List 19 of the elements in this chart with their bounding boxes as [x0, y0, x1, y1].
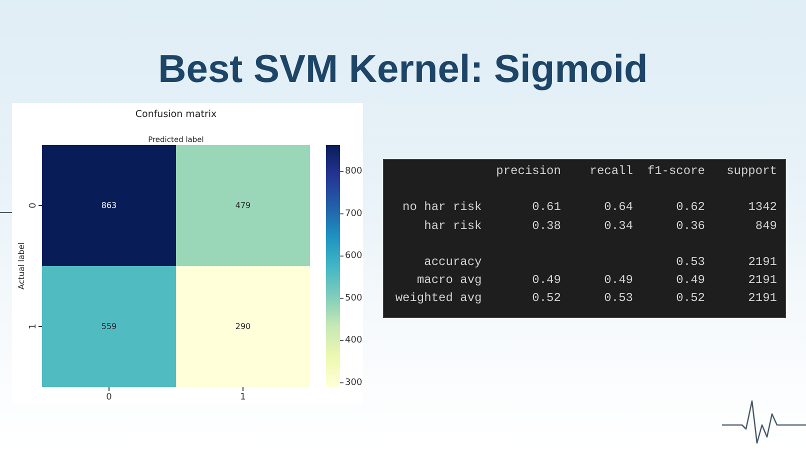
text: har risk 0.38 0.34 0.36 849 [424, 218, 777, 235]
color-bar-label: 700 [345, 208, 362, 219]
text: macro avg 0.49 0.49 0.49 2191 [416, 272, 777, 290]
color-bar-label: 300 [345, 378, 362, 388]
data-label: 290 [235, 322, 251, 331]
text: weighted avg 0.52 0.53 0.52 2191 [395, 290, 777, 308]
text: accuracy 0.53 2191 [424, 254, 777, 271]
text: no har risk 0.61 0.64 0.62 1342 [402, 199, 777, 216]
color-bar-label: 500 [345, 293, 362, 304]
color-bar-label: 400 [345, 336, 362, 346]
text: Best SVM Kernel: Sigmoid [158, 48, 648, 92]
color-bar-label: 800 [345, 166, 362, 177]
color-bar-label: 600 [345, 251, 362, 262]
text: precision recall f1-score support [496, 163, 777, 180]
data-label: 863 [101, 201, 117, 210]
data-label: 559 [101, 322, 117, 331]
y-axis-title: Actual label [16, 242, 26, 290]
data-label: 479 [235, 201, 251, 210]
chart-title: Confusion matrix [135, 108, 217, 120]
